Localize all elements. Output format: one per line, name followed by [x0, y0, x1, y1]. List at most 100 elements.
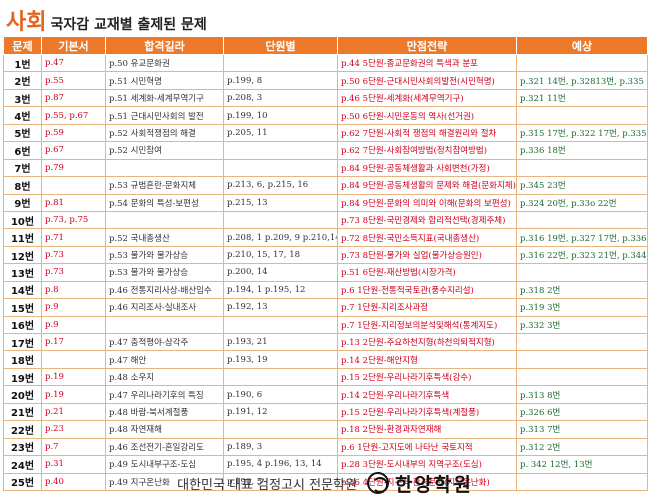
- problem-cell: 11번: [3, 228, 42, 247]
- strategy-cell: p.62 7단원-사회적 쟁점의 해결원리와 절차: [337, 124, 517, 143]
- strategy-cell: p.7 1단원-지리정보의분석및해석(통계지도): [337, 316, 517, 335]
- table-row: 5번 p.59 p.52 사회적쟁점의 해결 p.205, 11 p.62 7단원-사회…: [3, 124, 648, 143]
- unit-cell: [223, 316, 338, 335]
- pass-guide-cell: p.53 물가와 물가상승: [105, 246, 224, 265]
- pass-guide-cell: p.51 근대시민사회의 발전: [105, 106, 224, 125]
- strategy-cell: p.6 1단원-전통적국토관(풍수지리설): [337, 281, 517, 300]
- unit-cell: p.208, 1 p.209, 9 p.210,14: [223, 228, 338, 247]
- textbook-cell: p.73, p.75: [41, 211, 106, 230]
- strategy-cell: p.51 6단원-재산방법(시장가격): [337, 263, 517, 282]
- table-header: 문제 기본서 합격길라 단원별 만점전략 예상: [3, 36, 648, 55]
- pass-guide-cell: p.53 규범혼란-문화지체: [105, 176, 224, 195]
- table-row: 23번 p.7 p.46 조선전기-혼일강리도 p.189, 3 p.6 1단원-고지도…: [3, 438, 648, 457]
- strategy-cell: p.73 8단원-물가와 실업(물가상승원인): [337, 246, 517, 265]
- strategy-cell: p.7 1단원-지리조사과정: [337, 298, 517, 317]
- problem-cell: 4번: [3, 106, 42, 125]
- expected-cell: p.332 3번: [516, 316, 648, 335]
- problem-cell: 8번: [3, 176, 42, 195]
- pass-guide-cell: p.52 시민참여: [105, 141, 224, 160]
- strategy-cell: p.84 9단원-공동체생활과 사회변천(가정): [337, 159, 517, 178]
- problem-cell: 22번: [3, 420, 42, 439]
- column-header-textbook: 기본서: [41, 36, 106, 55]
- unit-cell: p.194, 1 p.195, 12: [223, 281, 338, 300]
- unit-cell: [223, 420, 338, 439]
- table-row: 20번 p.19 p.47 우리나라기후의 특징 p.190, 6 p.14 2단원-우…: [3, 385, 648, 404]
- problem-cell: 7번: [3, 159, 42, 178]
- problem-cell: 13번: [3, 263, 42, 282]
- strategy-cell: p.15 2단원-우리나라기후특색(계절풍): [337, 403, 517, 422]
- textbook-cell: p.55, p.67: [41, 106, 106, 125]
- unit-cell: p.191, 12: [223, 403, 338, 422]
- strategy-cell: p.6 1단원-고지도에 나타난 국토지적: [337, 438, 517, 457]
- textbook-cell: p.9: [41, 316, 106, 335]
- textbook-cell: p.19: [41, 368, 106, 387]
- unit-cell: p.205, 11: [223, 124, 338, 143]
- pass-guide-cell: [105, 211, 224, 230]
- table-row: 16번 p.9 p.7 1단원-지리정보의분석및해석(통계지도) p.332 3번: [3, 316, 648, 335]
- strategy-cell: p.18 2단원-환경과자연재해: [337, 420, 517, 439]
- column-header-problem: 문제: [3, 36, 42, 55]
- textbook-cell: p.19: [41, 385, 106, 404]
- unit-cell: p.208, 3: [223, 89, 338, 108]
- textbook-cell: p.9: [41, 298, 106, 317]
- expected-cell: p.324 20번, p.33o 22번: [516, 194, 648, 212]
- problem-cell: 6번: [3, 141, 42, 160]
- unit-cell: [223, 141, 338, 160]
- table-row: 18번 p.47 해안 p.193, 19 p.14 2단원-해안지형: [3, 350, 648, 369]
- problem-cell: 14번: [3, 281, 42, 300]
- problem-cell: 5번: [3, 124, 42, 143]
- problem-cell: 19번: [3, 368, 42, 387]
- unit-cell: p.193, 21: [223, 333, 338, 352]
- strategy-cell: p.84 9단원-문화의 의미와 이해(문화의 보편성): [337, 194, 517, 212]
- strategy-cell: p.14 2단원-해안지형: [337, 350, 517, 369]
- unit-cell: [223, 368, 338, 387]
- strategy-cell: p.28 3단원-도시내부의 지역구조(도심): [337, 455, 517, 474]
- table-row: 14번 p.8 p.46 전통지리사상-배산임수 p.194, 1 p.195, 12…: [3, 281, 648, 300]
- pass-guide-cell: p.49 도시내부구조-도심: [105, 455, 224, 474]
- expected-cell: [516, 368, 648, 387]
- pass-guide-cell: p.53 물가와 물가상승: [105, 263, 224, 282]
- table-row: 3번 p.87 p.51 세계화-세계무역기구 p.208, 3 p.46 5단원-세계…: [3, 89, 648, 108]
- textbook-cell: p.31: [41, 455, 106, 474]
- expected-cell: [516, 350, 648, 369]
- expected-cell: [516, 159, 648, 178]
- problem-cell: 1번: [3, 54, 42, 73]
- textbook-cell: p.23: [41, 420, 106, 439]
- problem-cell: 9번: [3, 194, 42, 212]
- problem-cell: 12번: [3, 246, 42, 265]
- problem-cell: 16번: [3, 316, 42, 335]
- pass-guide-cell: p.48 소우지: [105, 368, 224, 387]
- textbook-cell: p.21: [41, 403, 106, 422]
- strategy-cell: p.14 2단원-우리나라기후특색: [337, 385, 517, 404]
- table-row: 24번 p.31 p.49 도시내부구조-도심 p.195, 4 p.196, 13,…: [3, 455, 648, 474]
- title-subject: 사회: [6, 10, 47, 35]
- expected-cell: p. 342 12번, 13번: [516, 455, 648, 474]
- strategy-cell: p.46 5단원-세계화(세계무역기구): [337, 89, 517, 108]
- textbook-cell: p.73: [41, 246, 106, 265]
- textbook-cell: p.40: [41, 473, 106, 491]
- textbook-cell: [41, 350, 106, 369]
- unit-cell: p.190, 6: [223, 385, 338, 404]
- textbook-cell: p.17: [41, 333, 106, 352]
- table-row: 22번 p.23 p.48 자연재해 p.18 2단원-환경과자연재해 p.313 7번: [3, 420, 648, 439]
- pass-guide-cell: p.51 세계화-세계무역기구: [105, 89, 224, 108]
- table-row: 21번 p.21 p.48 바람-북서계절풍 p.191, 12 p.15 2단원-우리…: [3, 403, 648, 422]
- strategy-cell: p.62 7단원-사회참여방법(정치참여방법): [337, 141, 517, 160]
- expected-cell: [516, 263, 648, 282]
- problem-cell: 2번: [3, 71, 42, 90]
- table-row: 19번 p.19 p.48 소우지 p.15 2단원-우리나라기후특색(강수): [3, 368, 648, 387]
- pass-guide-cell: p.52 사회적쟁점의 해결: [105, 124, 224, 143]
- strategy-cell: p.13 2단원-주요하천지형(하천의퇴적지형): [337, 333, 517, 352]
- strategy-cell: p.15 2단원-우리나라기후특색(강수): [337, 368, 517, 387]
- strategy-cell: p.50 6단원-시민운동의 역사(선거권): [337, 106, 517, 125]
- textbook-cell: p.7: [41, 438, 106, 457]
- column-header-strategy: 만점전략: [337, 36, 517, 55]
- pass-guide-cell: p.50 유교문화권: [105, 54, 224, 73]
- unit-cell: p.192, 13: [223, 298, 338, 317]
- problem-cell: 17번: [3, 333, 42, 352]
- unit-cell: p.215, 13: [223, 194, 338, 212]
- expected-cell: p.312 2번: [516, 438, 648, 457]
- title-text: 국자감 교재별 출제된 문제: [50, 17, 207, 33]
- textbook-cell: p.8: [41, 281, 106, 300]
- textbook-cell: p.81: [41, 194, 106, 212]
